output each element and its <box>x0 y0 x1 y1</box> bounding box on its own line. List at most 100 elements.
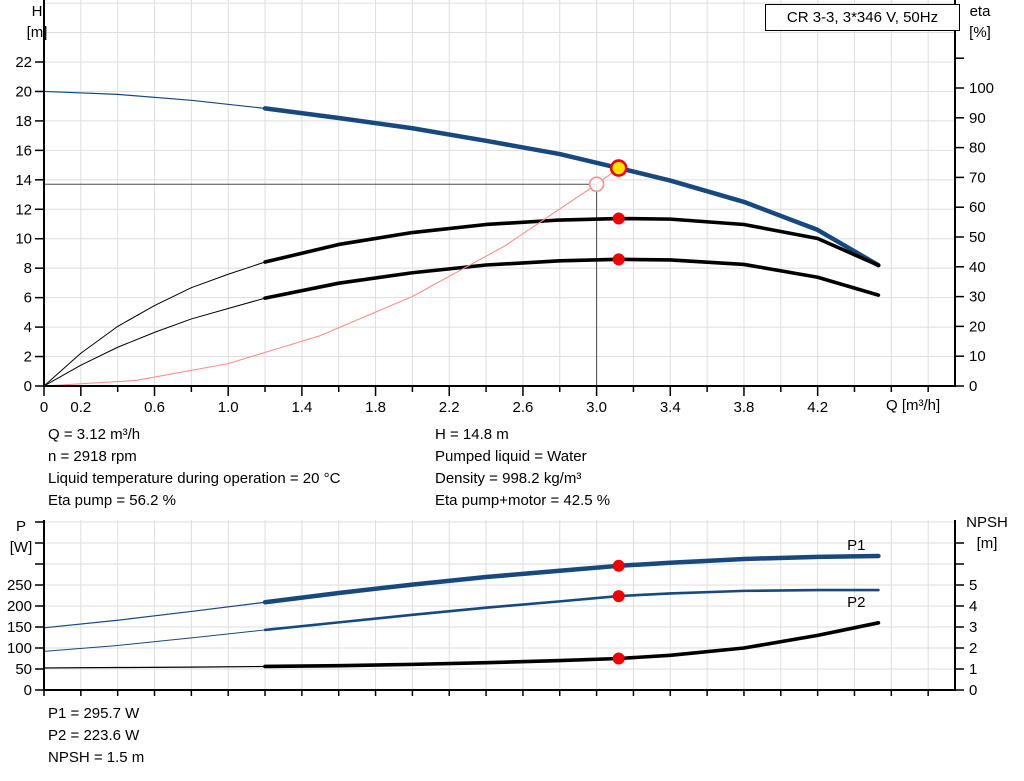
npsh-axis-symbol: NPSH <box>966 514 1008 531</box>
p2-curve-thin <box>43 629 266 652</box>
p1-curve-thin <box>43 601 266 629</box>
operating-data-bottom: P1 = 295.7 W P2 = 223.6 W NPSH = 1.5 m <box>48 703 144 769</box>
left-tick-label: 2 <box>24 349 32 366</box>
right-tick-label: 0 <box>969 682 977 699</box>
info-line-p2: P2 = 223.6 W <box>48 727 140 744</box>
x-tick-label: 0 <box>40 399 48 416</box>
left-tick-label: 20 <box>15 83 32 100</box>
head-curve <box>262 106 881 268</box>
info-line-temperature: Liquid temperature during operation = 20… <box>48 470 341 487</box>
left-tick-label: 0 <box>24 378 32 395</box>
right-tick-label: 3 <box>969 619 977 636</box>
left-tick-label: 50 <box>15 661 32 678</box>
right-tick-label: 10 <box>969 348 986 365</box>
info-line-density: Density = 998.2 kg/m³ <box>435 470 582 487</box>
pump-model-title: CR 3-3, 3*346 V, 50Hz <box>765 4 960 31</box>
right-tick-label: 90 <box>969 110 986 127</box>
left-tick-label: 100 <box>7 640 32 657</box>
system-curve-thin <box>43 167 620 387</box>
info-line-liquid: Pumped liquid = Water <box>435 448 587 465</box>
right-tick-label: 0 <box>969 378 977 395</box>
left-tick-label: 18 <box>15 113 32 130</box>
eta-pump-motor-operating-point <box>612 253 625 266</box>
power-axis-label: P [W] <box>4 516 38 558</box>
x-tick-label: 1.0 <box>218 399 239 416</box>
x-tick-label: 1.8 <box>365 399 386 416</box>
right-tick-label: 2 <box>969 640 977 657</box>
left-tick-label: 8 <box>24 260 32 277</box>
operating-data-left: Q = 3.12 m³/h n = 2918 rpm Liquid temper… <box>48 424 340 512</box>
eta-pump-motor-curve-thin <box>43 297 266 387</box>
p2-curve <box>263 588 880 632</box>
npsh-curve-thin <box>43 665 266 669</box>
info-line-head: H = 14.8 m <box>435 426 509 443</box>
info-line-npsh: NPSH = 1.5 m <box>48 749 145 766</box>
info-line-flow: Q = 3.12 m³/h <box>48 426 141 443</box>
right-tick-label: 100 <box>969 80 994 97</box>
info-line-eta-pump: Eta pump = 56.2 % <box>48 492 176 509</box>
eta-pump-curve-thin <box>43 261 266 387</box>
left-tick-label: 250 <box>7 577 32 594</box>
operating-data-right: H = 14.8 m Pumped liquid = Water Density… <box>435 424 610 512</box>
right-tick-label: 80 <box>969 140 986 157</box>
npsh-axis-unit: [m] <box>976 535 998 552</box>
x-tick-label: 3.8 <box>734 399 755 416</box>
x-tick-label: 4.2 <box>807 399 828 416</box>
head-axis-unit: [m] <box>26 24 48 41</box>
head-axis-symbol: H <box>31 3 43 20</box>
left-tick-label: 16 <box>15 142 32 159</box>
duty-point <box>609 159 628 177</box>
npsh-curve <box>263 620 881 669</box>
left-tick-label: 10 <box>15 231 32 248</box>
x-tick-label: 0.6 <box>144 399 165 416</box>
eta-axis-unit: [%] <box>969 24 991 41</box>
power-axis-unit: [W] <box>9 539 33 556</box>
x-tick-label: 3.0 <box>586 399 607 416</box>
left-tick-label: 14 <box>15 172 32 189</box>
series-label-p1: P1 <box>847 537 865 554</box>
head-curve-thin <box>43 90 266 109</box>
right-tick-label: 60 <box>969 199 986 216</box>
flow-axis-label: Q [m³/h] <box>886 397 941 414</box>
right-tick-label: 50 <box>969 229 986 246</box>
qh-eta-chart: 0 0.2 0.6 1.0 1.4 1.8 2.2 2.6 3.0 3.4 3.8 4.2 0 2 4 6 8 1… <box>15 0 994 416</box>
p2-operating-point <box>612 590 625 603</box>
right-tick-label: 20 <box>969 318 986 335</box>
left-tick-label: 150 <box>7 619 32 636</box>
npsh-axis-label: NPSH [m] <box>960 512 1014 554</box>
right-tick-label: 40 <box>969 259 986 276</box>
info-line-speed: n = 2918 rpm <box>48 448 137 465</box>
left-tick-label: 6 <box>24 290 32 307</box>
series-label-p2: P2 <box>847 594 865 611</box>
x-tick-label: 2.2 <box>439 399 460 416</box>
right-tick-label: 70 <box>969 169 986 186</box>
right-tick-label: 1 <box>969 661 977 678</box>
x-tick-label: 2.6 <box>512 399 533 416</box>
requested-duty-point <box>588 176 605 193</box>
x-tick-label: 1.4 <box>291 399 312 416</box>
power-npsh-chart: P1 P2 0 50 100 150 200 250 0 1 2 3 4 5 <box>7 520 977 699</box>
left-tick-label: 0 <box>24 682 32 699</box>
x-tick-label: 0.2 <box>70 399 91 416</box>
eta-pump-motor-curve <box>263 257 881 300</box>
left-tick-label: 200 <box>7 598 32 615</box>
right-tick-label: 4 <box>969 598 977 615</box>
power-axis-symbol: P <box>15 518 26 535</box>
x-tick-label: 3.4 <box>660 399 681 416</box>
info-line-eta-pump-motor: Eta pump+motor = 42.5 % <box>435 492 611 509</box>
head-axis-label: H [m] <box>22 1 52 43</box>
eta-pump-operating-point <box>612 212 625 225</box>
left-tick-label: 22 <box>15 54 32 71</box>
npsh-operating-point <box>612 652 625 665</box>
info-line-p1: P1 = 295.7 W <box>48 705 140 722</box>
left-tick-label: 12 <box>15 201 32 218</box>
left-tick-label: 4 <box>24 319 32 336</box>
right-tick-label: 5 <box>969 577 977 594</box>
eta-pump-curve <box>263 216 881 268</box>
right-tick-label: 30 <box>969 289 986 306</box>
p1-curve <box>262 553 881 605</box>
eta-axis-symbol: eta <box>969 3 991 20</box>
p1-operating-point <box>612 559 625 572</box>
